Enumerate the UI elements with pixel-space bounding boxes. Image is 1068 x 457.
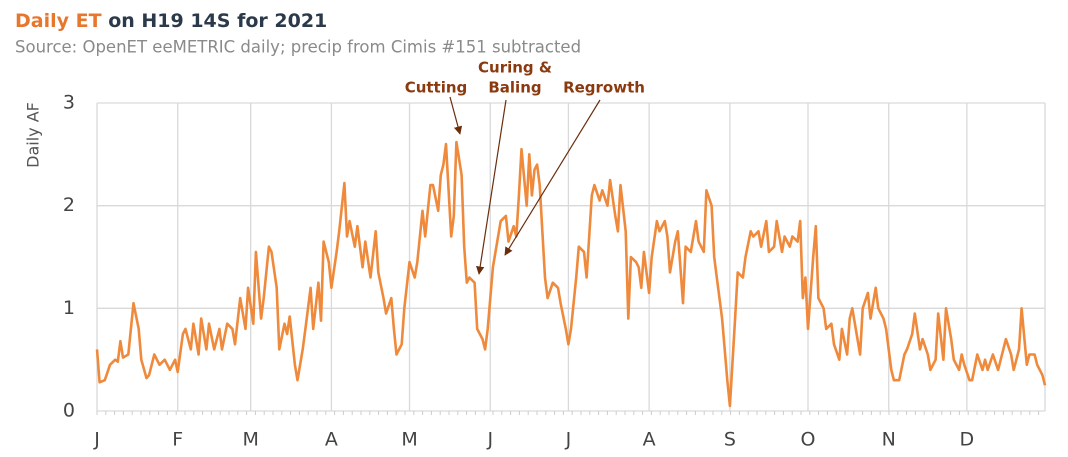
x-tick-label: J <box>93 429 100 451</box>
title-rest: on H19 14S for 2021 <box>108 10 327 32</box>
title-highlight: Daily ET <box>15 10 102 32</box>
x-tick-label: S <box>724 429 736 451</box>
annotation-text: Cutting <box>405 79 468 97</box>
x-tick-label: J <box>565 429 572 451</box>
annotation-arrow <box>449 96 463 135</box>
x-tick-label: A <box>325 429 338 451</box>
x-tick-label: O <box>801 429 816 451</box>
x-tick-label: J <box>486 429 493 451</box>
x-tick-label: F <box>172 429 183 451</box>
annotation-arrow <box>476 99 507 275</box>
y-tick-label: 1 <box>63 297 75 319</box>
y-tick-label: 0 <box>63 400 75 422</box>
annotation: Curing & Baling <box>476 59 552 275</box>
x-tick-label: N <box>882 429 896 451</box>
annotation-arrow <box>504 99 601 256</box>
y-axis-label: Daily AF <box>24 102 43 168</box>
annotation-text: Baling <box>488 79 541 97</box>
annotation-text: Curing & <box>478 59 552 77</box>
x-tick-label: M <box>401 429 417 451</box>
subtitle: Source: OpenET eeMETRIC daily; precip fr… <box>15 38 581 57</box>
x-tick-label: M <box>242 429 258 451</box>
annotation-text: Regrowth <box>563 79 645 97</box>
y-tick-label: 2 <box>63 194 75 216</box>
series-line <box>95 140 1047 408</box>
x-tick-label: A <box>643 429 656 451</box>
x-tick-label: D <box>960 429 975 451</box>
annotation: Cutting <box>405 79 468 135</box>
chart-title: Daily ET on H19 14S for 2021 <box>15 10 327 32</box>
annotation: Regrowth <box>504 79 645 256</box>
y-tick-label: 3 <box>63 92 75 114</box>
